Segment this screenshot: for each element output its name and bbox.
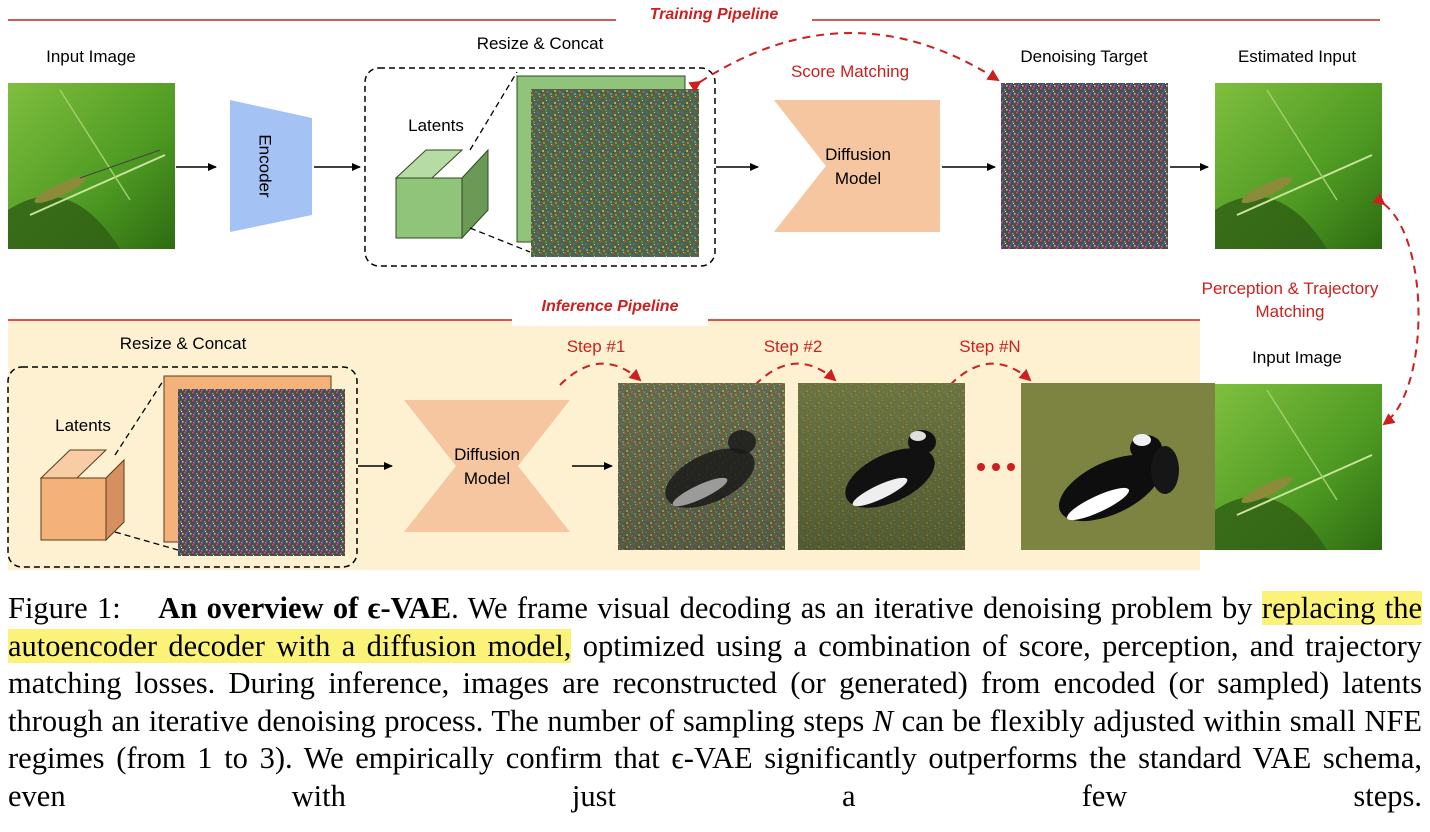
training-diffusion-line2: Model [835,169,881,188]
inference-resize-box [7,366,358,568]
step2-label: Step #2 [764,337,823,356]
figure-caption: Figure 1: An overview of ϵ-VAE. We frame… [8,590,1423,816]
matching-input-label: Input Image [1252,348,1342,367]
estimated-input-image [1215,83,1382,249]
inference-latents-label: Latents [55,416,111,435]
training-input-image [8,83,175,249]
caption-var-n: N [872,703,894,738]
step1-arrow [559,362,642,386]
training-diffusion-block: Diffusion Model [774,100,940,232]
inference-diffusion-line2: Model [464,469,510,488]
inference-resize-label: Resize & Concat [120,334,247,353]
step1-image [618,383,785,550]
inference-diffusion-line1: Diffusion [454,445,520,464]
perception-matching-arrow [1372,193,1420,426]
matching-label-line1: Perception & Trajectory [1202,279,1379,298]
training-latent-cube [394,148,489,240]
denoising-target-image [1001,83,1168,249]
estimated-input-label: Estimated Input [1238,47,1356,66]
caption-bold-title: An overview of ϵ-VAE [158,591,452,625]
matching-input-image [1215,384,1382,550]
caption-text-2: optimized using a combination of score, … [8,628,1423,738]
inference-latent-cube [39,449,125,542]
score-matching-arrow [688,32,1000,93]
training-diffusion-line1: Diffusion [825,145,891,164]
training-noisy-image [531,89,699,257]
training-input-label: Input Image [46,47,136,66]
inference-pipeline-title: Inference Pipeline [542,298,679,315]
stepN-arrow [949,362,1032,386]
caption-text-1: . We frame visual decoding as an iterati… [451,591,1262,625]
step1-label: Step #1 [567,337,626,356]
stepN-image [1021,383,1215,550]
training-latents-label: Latents [408,116,464,135]
pipeline-figure: Training Pipeline Input Image Encoder Re… [7,6,1420,570]
denoising-target-label: Denoising Target [1020,47,1148,66]
step2-arrow [754,362,837,386]
inference-noise-image [178,389,345,556]
training-pipeline-header: Training Pipeline [8,6,1380,23]
encoder-label: Encoder [256,134,275,198]
training-resize-box [364,67,716,267]
stepN-label: Step #N [959,337,1020,356]
step2-image [798,383,965,550]
caption-text-3: can be flexibly adjusted within small NF… [8,703,1422,813]
ellipsis-dots [977,463,1015,471]
score-matching-label: Score Matching [791,62,909,81]
caption-figure-label: Figure 1: [8,591,121,625]
inference-diffusion-block: Diffusion Model [404,400,570,532]
encoder-block: Encoder [230,100,312,232]
training-pipeline-title: Training Pipeline [650,6,779,23]
matching-label-line2: Matching [1256,302,1325,321]
training-resize-label: Resize & Concat [477,34,604,53]
